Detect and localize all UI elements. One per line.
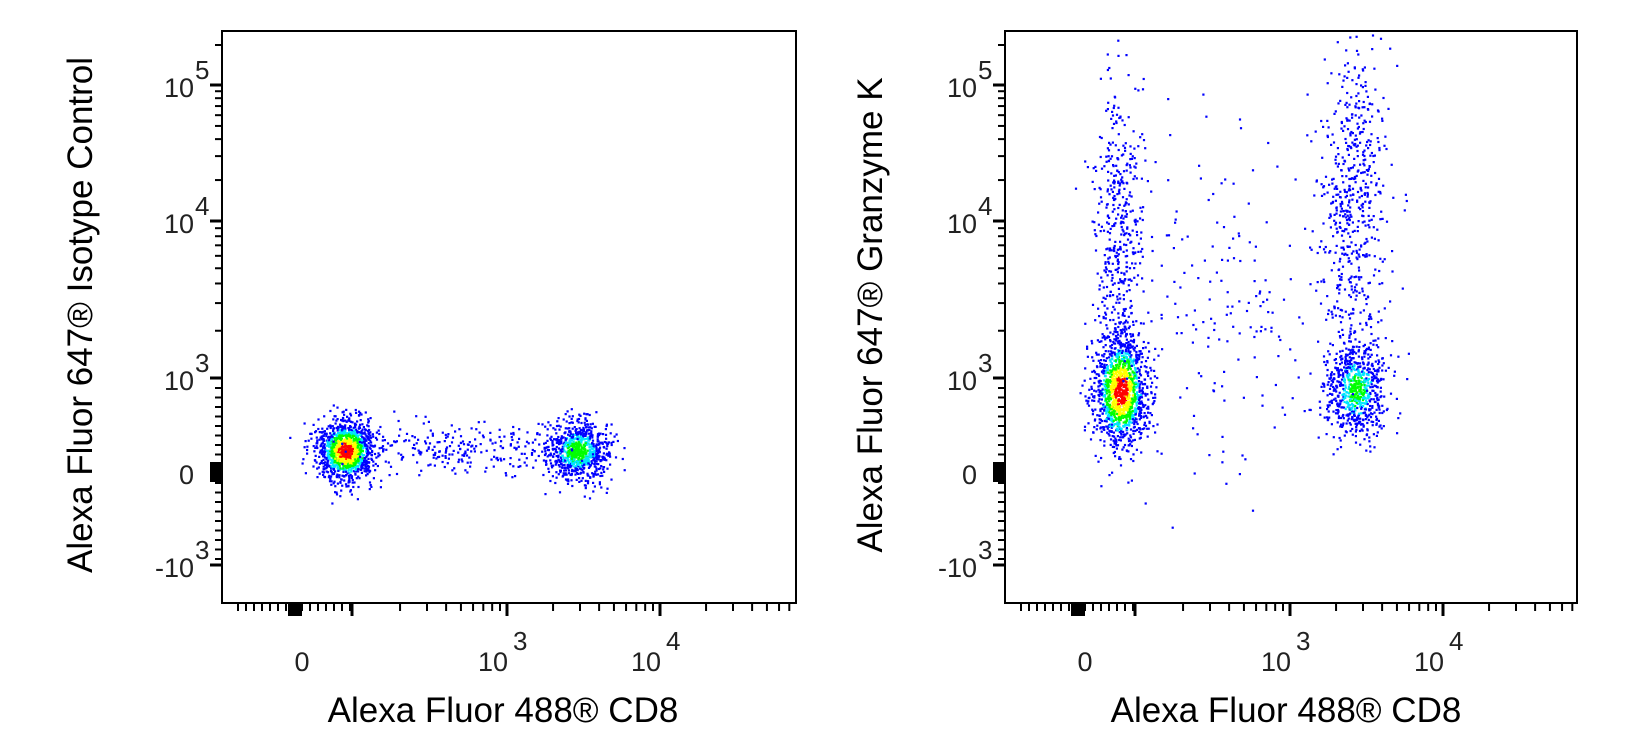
y-tick-label: 10 [947, 209, 977, 239]
x-tick-label: 10 [631, 647, 661, 677]
x-axis-ticks [237, 603, 791, 616]
y-tick-exponent: 5 [195, 55, 209, 85]
y-tick-exponent: 3 [195, 348, 209, 378]
y-tick-exponent: 3 [978, 535, 992, 565]
y-tick-exponent: 4 [978, 191, 992, 221]
plot-frame [1004, 30, 1578, 604]
y-tick-exponent: 4 [195, 191, 209, 221]
panel-granzyme-k: Alexa Fluor 647® Granzyme K Alexa Fluor … [851, 30, 1578, 730]
panel-isotype: Alexa Fluor 647® Isotype Control Alexa F… [61, 30, 797, 730]
y-tick-label: 10 [164, 209, 194, 239]
y-tick-label: 10 [947, 73, 977, 103]
y-axis-ticks [993, 44, 1005, 567]
y-axis-ticks [210, 44, 222, 567]
x-axis-ticks [1020, 603, 1574, 616]
x-axis-title: Alexa Fluor 488® CD8 [1111, 691, 1462, 730]
y-tick-label: 10 [164, 73, 194, 103]
y-tick-exponent: 3 [978, 348, 992, 378]
y-tick-exponent: 3 [195, 535, 209, 565]
y-tick-label: -10 [155, 553, 194, 583]
y-axis-title: Alexa Fluor 647® Isotype Control [61, 57, 100, 573]
x-tick-label: 10 [478, 647, 508, 677]
scatter-points [1074, 34, 1410, 529]
y-tick-label: 0 [962, 460, 977, 490]
y-tick-exponent: 5 [978, 55, 992, 85]
y-axis-title: Alexa Fluor 647® Granzyme K [851, 77, 890, 552]
plot-frame [221, 30, 797, 604]
x-tick-exponent: 4 [666, 626, 680, 656]
y-tick-label: 0 [179, 460, 194, 490]
x-tick-label: 10 [1261, 647, 1291, 677]
x-tick-exponent: 3 [1296, 626, 1310, 656]
y-tick-label: 10 [947, 366, 977, 396]
y-tick-label: -10 [938, 553, 977, 583]
x-tick-label: 0 [294, 647, 309, 677]
x-tick-label: 10 [1414, 647, 1444, 677]
x-tick-exponent: 4 [1449, 626, 1463, 656]
scatter-points [289, 404, 626, 505]
x-tick-label: 0 [1077, 647, 1092, 677]
x-axis-title: Alexa Fluor 488® CD8 [328, 691, 679, 730]
y-tick-label: 10 [164, 366, 194, 396]
x-tick-exponent: 3 [513, 626, 527, 656]
